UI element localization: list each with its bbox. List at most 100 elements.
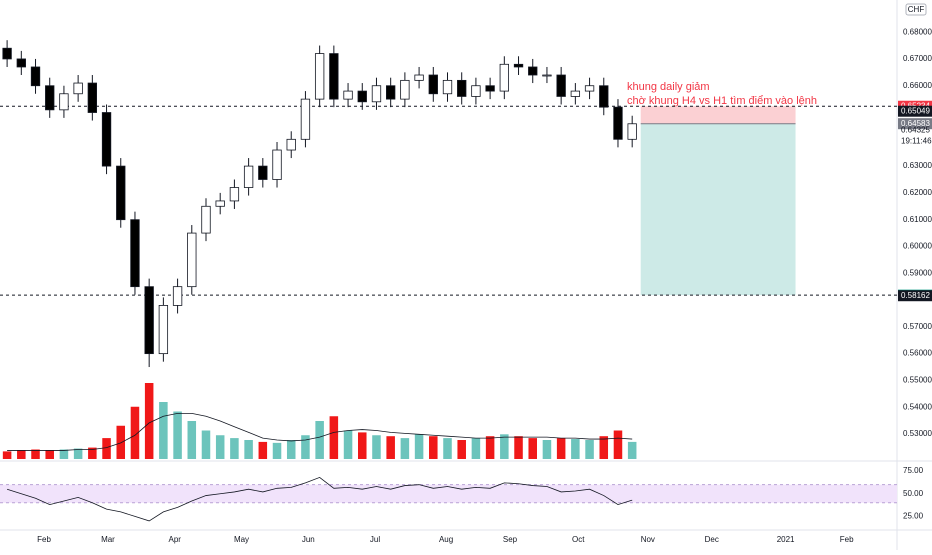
annotation: khung daily giảm <box>627 81 710 93</box>
candle-body <box>499 63 509 92</box>
x-tick-label: Apr <box>169 535 182 544</box>
volume-bar <box>73 448 83 459</box>
volume-bar <box>230 438 239 459</box>
candle-body <box>329 53 339 100</box>
y-tick-label: 0.56000 <box>903 349 932 358</box>
candle-body <box>172 286 183 306</box>
volume-bar <box>2 451 12 459</box>
y-tick-label: 0.55000 <box>903 376 932 385</box>
candle-body <box>442 79 453 95</box>
candle-body <box>400 79 410 100</box>
price-label: 0.58162 <box>901 291 930 300</box>
volume-bar <box>201 430 211 459</box>
candle-body <box>428 74 438 95</box>
x-tick-label: Mar <box>101 535 115 544</box>
candle-body <box>457 79 467 97</box>
volume-ma <box>7 413 633 451</box>
volume-bar <box>429 436 438 459</box>
volume-bar <box>358 432 367 459</box>
volume-bar <box>329 416 339 459</box>
candle-body <box>187 232 197 288</box>
volume-bar <box>102 438 111 459</box>
volume-bar <box>372 435 381 459</box>
volume-bar <box>343 430 353 459</box>
volume-bar <box>144 383 154 459</box>
volume-bar <box>400 438 410 459</box>
x-tick-label: Jun <box>302 535 315 544</box>
volume-bar <box>272 442 282 459</box>
candle-body <box>314 53 325 100</box>
candle-body <box>471 85 481 97</box>
target-zone <box>640 123 796 296</box>
candle-body <box>272 149 282 180</box>
candle-body <box>59 93 69 111</box>
candle-body <box>2 47 12 60</box>
x-tick-label: 2021 <box>777 535 795 544</box>
candle-body <box>87 82 98 113</box>
rsi-tick-label: 25.00 <box>903 512 924 521</box>
price-label: 0.65049 <box>901 106 930 115</box>
y-tick-label: 0.59000 <box>903 268 932 277</box>
candle-body <box>300 98 311 140</box>
volume-bar <box>88 447 97 459</box>
candle-body <box>627 123 637 140</box>
volume-bar <box>173 411 182 459</box>
candle-body <box>45 85 55 111</box>
candle-body <box>357 90 367 103</box>
volume-bar <box>116 425 126 459</box>
candle-body <box>570 90 581 97</box>
candle-body <box>343 90 353 100</box>
candle-body <box>229 187 240 202</box>
x-tick-label: May <box>234 535 249 544</box>
price-label-bg <box>898 118 932 130</box>
y-tick-label: 0.66000 <box>903 81 932 90</box>
x-tick-label: Sep <box>503 535 518 544</box>
volume-bar <box>45 450 54 459</box>
volume-bar <box>542 440 552 459</box>
price-label-bg <box>898 290 932 302</box>
volume-bar <box>31 449 40 459</box>
last-price: 0.64325 <box>901 126 930 135</box>
volume-bar <box>130 406 140 459</box>
candle-body <box>584 85 595 92</box>
volume-bar <box>627 441 637 459</box>
currency-badge[interactable] <box>905 3 927 16</box>
rsi-tick-label: 75.00 <box>903 466 924 475</box>
candle-body <box>386 85 396 100</box>
candle-body <box>158 305 169 355</box>
volume-bar <box>244 440 253 459</box>
annotation: chờ khung H4 vs H1 tìm điểm vào lệnh <box>627 95 817 107</box>
volume-bar <box>613 430 623 459</box>
candle-body <box>513 63 524 68</box>
x-tick-label: Nov <box>641 535 655 544</box>
volume-bar <box>443 438 452 459</box>
volume-bar <box>301 435 310 459</box>
candle-body <box>30 66 41 87</box>
volume-bar <box>414 434 424 459</box>
candle-body <box>101 112 112 167</box>
volume-bar <box>500 434 509 459</box>
x-tick-label: Feb <box>840 535 854 544</box>
x-tick-label: Aug <box>439 535 453 544</box>
candle-body <box>215 200 225 207</box>
rsi-band <box>0 484 897 503</box>
candle-body <box>556 74 566 97</box>
price-label: 0.64583 <box>901 119 930 128</box>
volume-bar <box>159 402 168 459</box>
y-tick-label: 0.54000 <box>903 402 932 411</box>
volume-bar <box>514 436 523 459</box>
volume-bar <box>599 436 609 459</box>
rsi-line <box>6 476 633 522</box>
y-tick-label: 0.57000 <box>903 322 932 331</box>
candle-body <box>73 82 83 95</box>
y-tick-label: 0.61000 <box>903 215 932 224</box>
candle-body <box>414 74 424 81</box>
x-tick-label: Dec <box>705 535 719 544</box>
candle-body <box>613 106 623 140</box>
candle-body <box>201 205 211 234</box>
candle-body <box>528 66 538 76</box>
candle-body <box>286 138 296 151</box>
volume-bar <box>528 438 537 459</box>
candle-body <box>485 85 495 92</box>
